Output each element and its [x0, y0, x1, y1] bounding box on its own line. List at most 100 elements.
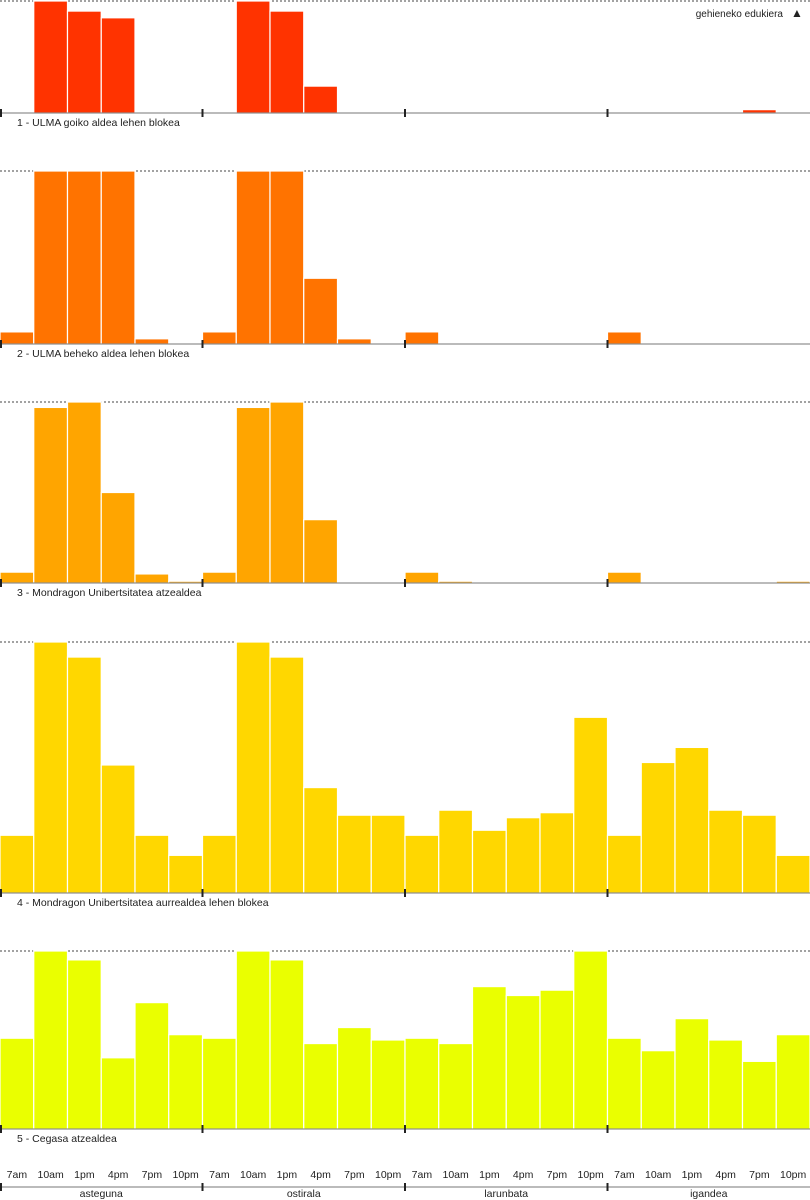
time-tick-label: 4pm: [108, 1169, 129, 1181]
bar: [606, 834, 642, 894]
bar: [741, 814, 777, 894]
day-label: ostirala: [287, 1188, 321, 1200]
bar: [741, 1060, 777, 1130]
bar: [606, 331, 642, 345]
bar: [201, 331, 237, 345]
bar: [66, 10, 102, 114]
time-tick-label: 1pm: [74, 1169, 95, 1181]
chart-panels: 1 - ULMA goiko aldea lehen blokea 2 - ULM…: [0, 0, 810, 1145]
bar: [100, 764, 136, 894]
time-tick-label: 4pm: [310, 1169, 331, 1181]
time-tick-label: 1pm: [682, 1169, 703, 1181]
bar: [66, 401, 102, 584]
time-tick-label: 10am: [240, 1169, 267, 1181]
bar: [370, 814, 406, 894]
bar: [134, 573, 170, 584]
bar: [66, 959, 102, 1130]
panel: 5 - Cegasa atzealdea: [0, 950, 810, 1145]
series-label: 2 - ULMA beheko aldea lehen blokea: [17, 348, 189, 360]
time-tick-label: 10pm: [577, 1169, 604, 1181]
bar: [708, 1039, 744, 1130]
bar: [708, 809, 744, 894]
legend-label: gehieneko edukiera: [696, 9, 784, 20]
bar: [303, 1042, 339, 1130]
bar: [775, 854, 810, 894]
bar: [471, 985, 507, 1130]
bar: [66, 170, 102, 345]
bar: [404, 571, 440, 584]
x-axis: 7am 10am 1pm 4pm 7pm 10pm 7am 10am 1pm 4pm 7pm 10pm…: [0, 1169, 810, 1200]
bar: [0, 834, 35, 894]
bar: [235, 0, 271, 114]
bar: [201, 1037, 237, 1130]
bar: [100, 1057, 136, 1130]
bar: [168, 854, 204, 894]
time-tick-label: 7am: [7, 1169, 28, 1181]
time-tick-label: 10am: [442, 1169, 469, 1181]
bar: [168, 1034, 204, 1130]
bar: [235, 641, 271, 894]
day-label: asteguna: [80, 1188, 123, 1200]
bar: [100, 170, 136, 345]
bar: [134, 834, 170, 894]
bar: [134, 338, 170, 345]
panel: 3 - Mondragon Unibertsitatea atzealdea: [0, 401, 810, 599]
bar: [505, 994, 541, 1130]
bar: [303, 85, 339, 114]
bar: [404, 331, 440, 345]
time-tick-label: 7am: [209, 1169, 230, 1181]
bar: [33, 170, 69, 345]
bar: [100, 17, 136, 114]
bar: [269, 10, 305, 114]
bar: [438, 809, 474, 894]
time-tick-label: 7pm: [344, 1169, 365, 1181]
time-tick-label: 7pm: [547, 1169, 568, 1181]
bar: [33, 641, 69, 894]
bar: [269, 959, 305, 1130]
day-label: igandea: [690, 1188, 728, 1200]
bar: [471, 829, 507, 894]
legend: gehieneko edukiera ▲: [696, 6, 803, 20]
bar: [269, 656, 305, 894]
bar: [775, 1034, 810, 1130]
bar: [269, 401, 305, 584]
time-tick-label: 7am: [614, 1169, 635, 1181]
bar: [539, 812, 575, 894]
bar: [404, 1037, 440, 1130]
bar: [370, 1039, 406, 1130]
time-tick-label: 10pm: [780, 1169, 807, 1181]
bar: [741, 109, 777, 114]
bar: [640, 1050, 676, 1130]
time-tick-label: 7pm: [142, 1169, 163, 1181]
bar: [33, 406, 69, 584]
bar: [539, 989, 575, 1130]
time-tick-label: 4pm: [715, 1169, 736, 1181]
bar: [201, 834, 237, 894]
bar: [674, 746, 710, 894]
bar: [33, 0, 69, 114]
time-tick-label: 7am: [412, 1169, 433, 1181]
bar: [0, 331, 35, 345]
panel: 4 - Mondragon Unibertsitatea aurrealdea …: [0, 641, 810, 909]
time-tick-label: 4pm: [513, 1169, 534, 1181]
bar: [235, 406, 271, 584]
time-tick-label: 10pm: [375, 1169, 402, 1181]
time-tick-label: 1pm: [277, 1169, 298, 1181]
bar: [640, 761, 676, 894]
bar: [33, 950, 69, 1130]
bar: [134, 1002, 170, 1130]
series-label: 3 - Mondragon Unibertsitatea atzealdea: [17, 587, 202, 599]
bar: [269, 170, 305, 345]
bar: [336, 1026, 372, 1130]
bar: [66, 656, 102, 894]
bar: [505, 817, 541, 894]
series-label: 5 - Cegasa atzealdea: [17, 1133, 117, 1145]
bar: [303, 786, 339, 894]
bar: [0, 571, 35, 584]
bar: [336, 338, 372, 345]
bar: [100, 491, 136, 584]
bar: [235, 170, 271, 345]
series-label: 1 - ULMA goiko aldea lehen blokea: [17, 117, 180, 129]
time-tick-label: 1pm: [479, 1169, 500, 1181]
